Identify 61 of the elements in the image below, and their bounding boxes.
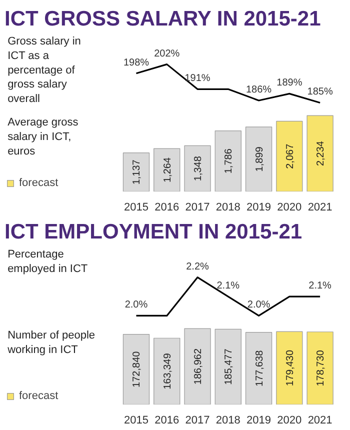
data-label: 186,962 bbox=[193, 348, 204, 385]
data-label: 2.0% bbox=[124, 300, 148, 311]
data-label: 177,638 bbox=[254, 350, 266, 386]
data-label: 1,348 bbox=[193, 156, 204, 182]
bar bbox=[214, 130, 242, 192]
x-tick-label: 2016 bbox=[154, 414, 180, 426]
y-axis-title: Gross salary in ICT as a percentage of gross salary overall bbox=[8, 36, 81, 106]
x-tick-label: 2015 bbox=[124, 202, 148, 214]
bar bbox=[245, 126, 272, 192]
x-tick-label: 2020 bbox=[277, 414, 302, 426]
data-label: 198% bbox=[123, 57, 150, 68]
x-tick-label: 2018 bbox=[216, 202, 240, 214]
data-label: 1,786 bbox=[224, 148, 235, 174]
x-tick-label: 2020 bbox=[277, 202, 302, 214]
data-label: 186% bbox=[246, 84, 272, 96]
x-tick-label: 2015 bbox=[124, 414, 148, 426]
data-label: 2.1% bbox=[216, 280, 240, 292]
x-tick-label: 2018 bbox=[216, 414, 240, 426]
bar bbox=[184, 145, 211, 192]
data-label: 189% bbox=[276, 78, 302, 89]
x-tick-label: 2021 bbox=[308, 202, 332, 214]
x-tick-label: 2017 bbox=[185, 414, 210, 426]
chart-title: ICT EMPLOYMENT IN 2015-21 bbox=[4, 220, 302, 244]
x-tick-label: 2019 bbox=[246, 414, 272, 426]
bar bbox=[184, 328, 211, 404]
y-axis-title: Percentage employed in ICT bbox=[8, 248, 88, 275]
x-tick-label: 2016 bbox=[154, 202, 180, 214]
data-label: 163,349 bbox=[162, 352, 174, 390]
legend-label: forecast bbox=[19, 177, 58, 189]
data-label: 185,477 bbox=[224, 348, 235, 385]
x-tick-label: 2021 bbox=[308, 414, 332, 426]
data-label: 202% bbox=[154, 48, 180, 60]
bar bbox=[122, 152, 150, 192]
data-label: 191% bbox=[184, 73, 210, 84]
bar bbox=[154, 338, 180, 404]
data-label: 172,840 bbox=[132, 350, 143, 388]
bar bbox=[214, 328, 242, 404]
data-label: 2,067 bbox=[284, 143, 296, 169]
bar bbox=[306, 332, 334, 404]
data-label: 2.2% bbox=[186, 261, 210, 272]
data-label: 1,899 bbox=[254, 146, 266, 172]
y-axis-title: Average gross salary in ICT, euros bbox=[8, 116, 79, 158]
data-label: 2.1% bbox=[308, 280, 332, 292]
data-label: 1,264 bbox=[162, 157, 174, 183]
bar bbox=[154, 148, 180, 192]
data-label: 2.0% bbox=[247, 300, 270, 311]
bar bbox=[245, 332, 272, 404]
legend-label: forecast bbox=[19, 390, 58, 402]
data-label: 178,730 bbox=[316, 350, 327, 386]
data-label: 2,234 bbox=[316, 140, 327, 166]
bar bbox=[276, 120, 303, 192]
chart-title: ICT GROSS SALARY IN 2015-21 bbox=[4, 8, 322, 30]
data-label: 1,137 bbox=[132, 159, 143, 185]
bar bbox=[276, 331, 303, 404]
x-tick-label: 2019 bbox=[246, 202, 272, 214]
x-tick-label: 2017 bbox=[185, 202, 210, 214]
data-label: 185% bbox=[307, 86, 333, 98]
data-label: 179,430 bbox=[284, 350, 296, 386]
bar bbox=[122, 334, 150, 404]
y-axis-title: Number of people working in ICT bbox=[6, 330, 96, 356]
bar bbox=[306, 115, 334, 192]
